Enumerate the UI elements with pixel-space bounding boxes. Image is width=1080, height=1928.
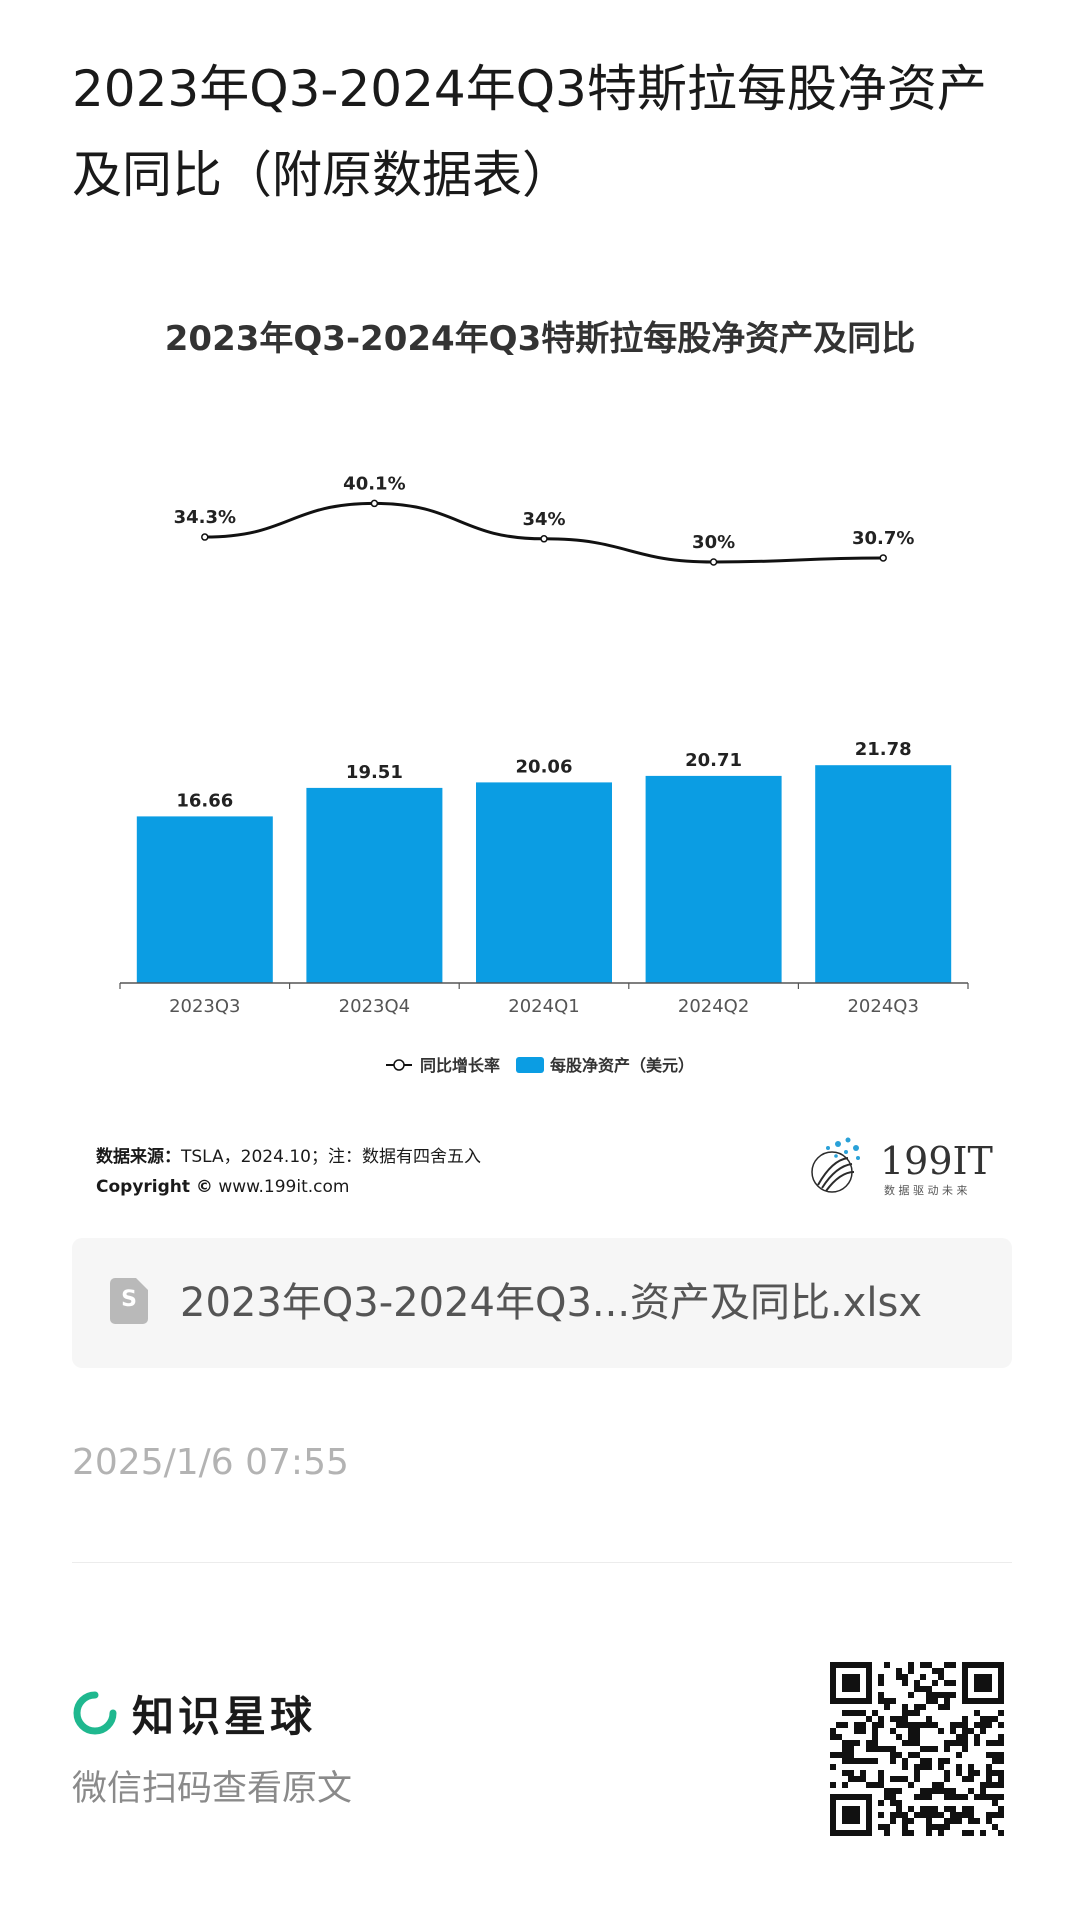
growth-value-label: 30%	[692, 532, 735, 553]
bar-layer: 16.66 19.51 20.06 20.71 21.78	[136, 739, 952, 983]
scan-hint: 微信扫码查看原文	[72, 1769, 353, 1809]
source-label: 数据来源：	[96, 1147, 181, 1167]
spreadsheet-file-icon: S	[110, 1278, 148, 1324]
source-note: 数据来源：TSLA，2024.10；注：数据有四舍五入 Copyright © …	[96, 1142, 481, 1202]
x-tick-label: 2023Q3	[169, 996, 240, 1017]
publish-timestamp: 2025/1/6 07:55	[72, 1442, 349, 1483]
bar-2024Q2	[645, 775, 782, 983]
bar-value-label: 19.51	[346, 762, 403, 783]
bar-value-label: 20.71	[685, 750, 742, 771]
x-axis: 2023Q3 2023Q4 2024Q1 2024Q2 2024Q3	[119, 982, 969, 1017]
growth-value-label: 30.7%	[852, 528, 914, 549]
growth-point	[540, 535, 548, 543]
x-tick-label: 2023Q4	[339, 996, 410, 1017]
logo-199it: 199IT 数 据 驱 动 未 来	[811, 1137, 993, 1197]
logo-slogan: 数 据 驱 动 未 来	[884, 1183, 967, 1197]
source-text: TSLA，2024.10；注：数据有四舍五入	[181, 1147, 481, 1167]
legend-item-growth: 同比增长率	[420, 1056, 500, 1075]
growth-point	[201, 533, 209, 541]
zsxq-logo-icon	[73, 1691, 117, 1735]
growth-point	[879, 554, 887, 562]
growth-value-label: 34%	[522, 509, 565, 530]
bar-2023Q3	[136, 816, 273, 983]
copyright-label: Copyright ©	[96, 1177, 213, 1197]
attachment-card[interactable]: S 2023年Q3-2024年Q3...资产及同比.xlsx	[72, 1238, 1012, 1368]
growth-value-label: 34.3%	[174, 507, 236, 528]
x-tick-label: 2024Q3	[847, 996, 918, 1017]
logo-brand: 199IT	[880, 1139, 993, 1183]
bar-value-label: 21.78	[855, 739, 912, 760]
chart-title: 2023年Q3-2024年Q3特斯拉每股净资产及同比	[165, 319, 916, 359]
bar-value-label: 20.06	[516, 756, 573, 777]
growth-value-label: 40.1%	[343, 473, 405, 494]
qr-code-icon[interactable]	[830, 1662, 1004, 1836]
legend-bar-marker	[516, 1057, 544, 1073]
file-icon-letter: S	[121, 1287, 137, 1312]
growth-line-layer: 34.3% 40.1% 34% 30% 30.7%	[174, 473, 914, 566]
brand-name: 知识星球	[132, 1691, 317, 1741]
legend: 同比增长率 每股净资产（美元）	[386, 1056, 694, 1075]
x-tick-label: 2024Q1	[508, 996, 579, 1017]
bar-2023Q4	[306, 787, 443, 983]
zsxq-brand: 知识星球	[72, 1688, 316, 1741]
logo-mark-icon	[811, 1137, 860, 1193]
attachment-file-name[interactable]: 2023年Q3-2024年Q3...资产及同比.xlsx	[180, 1280, 923, 1326]
growth-point	[709, 558, 718, 566]
page-title: 2023年Q3-2024年Q3特斯拉每股净资产及同比（附原数据表）	[72, 60, 987, 204]
copyright-text: www.199it.com	[212, 1177, 350, 1197]
chart: 2023年Q3-2024年Q3特斯拉每股净资产及同比 34.3% 40.1% 34%…	[119, 319, 969, 1075]
bar-2024Q3	[815, 765, 952, 983]
bar-value-label: 16.66	[176, 790, 233, 811]
bar-2024Q1	[476, 782, 612, 983]
divider	[72, 1562, 1012, 1563]
growth-point	[370, 499, 379, 508]
x-tick-label: 2024Q2	[678, 996, 749, 1017]
legend-line-marker-dot	[393, 1059, 405, 1071]
legend-item-nav: 每股净资产（美元）	[550, 1056, 694, 1075]
